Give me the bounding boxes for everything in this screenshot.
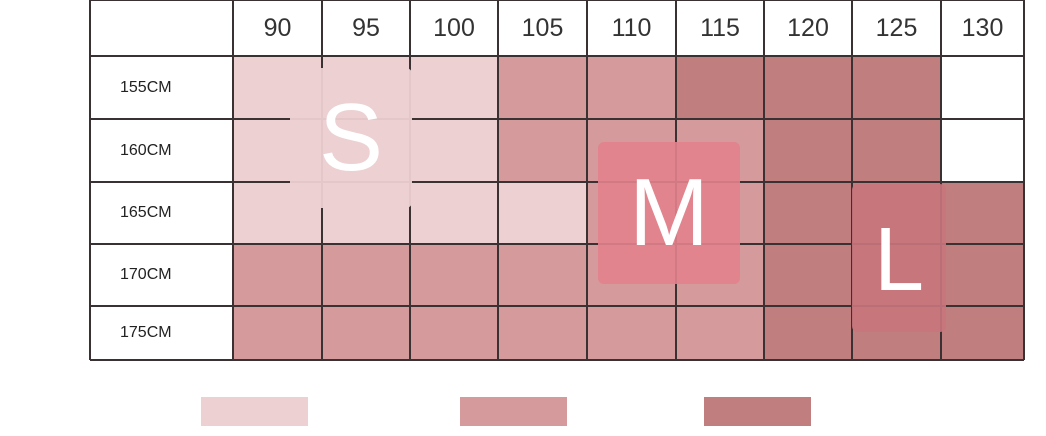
grid-line: [851, 0, 853, 360]
heatmap-cell: [676, 56, 764, 119]
grid-line: [90, 359, 1024, 361]
column-header: 115: [700, 13, 740, 42]
grid-line: [940, 0, 942, 360]
grid-line: [90, 0, 1024, 1]
heatmap-cell: [410, 306, 498, 360]
row-label: 175CM: [120, 324, 172, 341]
grid-line: [586, 0, 588, 360]
heatmap-cell: [764, 244, 852, 306]
column-header: 100: [433, 13, 475, 42]
heatmap-cell: [764, 306, 852, 360]
size-badge-l: L: [852, 184, 946, 332]
heatmap-cell: [233, 306, 322, 360]
grid-line: [90, 181, 1024, 183]
heatmap-cell: [676, 306, 764, 360]
heatmap-cell: [852, 56, 941, 119]
heatmap-cell: [941, 306, 1024, 360]
heatmap-cell: [941, 119, 1024, 182]
grid-line: [90, 118, 1024, 120]
row-label: 170CM: [120, 266, 172, 283]
heatmap-cell: [764, 119, 852, 182]
heatmap-cell: [764, 56, 852, 119]
legend-swatch-m: [460, 397, 567, 426]
heatmap-cell: [764, 182, 852, 244]
grid-line: [1023, 0, 1025, 360]
column-header: 105: [521, 13, 564, 42]
legend-swatch-l: [704, 397, 811, 426]
heatmap-cell: [941, 244, 1024, 306]
size-badge-m: M: [598, 142, 740, 284]
legend-swatch-s: [201, 397, 308, 426]
heatmap-cell: [941, 56, 1024, 119]
heatmap-cell: [498, 119, 587, 182]
heatmap-cell: [941, 182, 1024, 244]
grid-line: [763, 0, 765, 360]
heatmap-cell: [498, 244, 587, 306]
heatmap-cell: [498, 56, 587, 119]
heatmap-cell: [498, 182, 587, 244]
column-header: 120: [787, 13, 829, 42]
grid-line: [497, 0, 499, 360]
heatmap-cell: [587, 306, 676, 360]
column-header: 90: [263, 13, 292, 42]
grid-line: [90, 305, 1024, 307]
heatmap-cell: [322, 244, 410, 306]
grid-line: [90, 55, 1024, 57]
column-header: 130: [961, 13, 1004, 42]
column-header: 95: [352, 13, 380, 42]
column-header: 110: [611, 13, 652, 42]
size-badge-s: S: [290, 68, 412, 208]
heatmap-cell: [322, 306, 410, 360]
row-label: 165CM: [120, 204, 172, 221]
heatmap-cell: [410, 244, 498, 306]
heatmap-cell: [233, 244, 322, 306]
grid-line: [90, 243, 1024, 245]
heatmap-cell: [852, 119, 941, 182]
heatmap-cell: [498, 306, 587, 360]
heatmap-cell: [410, 119, 498, 182]
heatmap-cell: [587, 56, 676, 119]
heatmap-cell: [410, 182, 498, 244]
column-header: 125: [875, 13, 918, 42]
row-label: 160CM: [120, 141, 172, 159]
grid-line: [232, 0, 234, 360]
grid-line: [89, 0, 91, 360]
row-label: 155CM: [120, 78, 172, 96]
heatmap-cell: [410, 56, 498, 119]
